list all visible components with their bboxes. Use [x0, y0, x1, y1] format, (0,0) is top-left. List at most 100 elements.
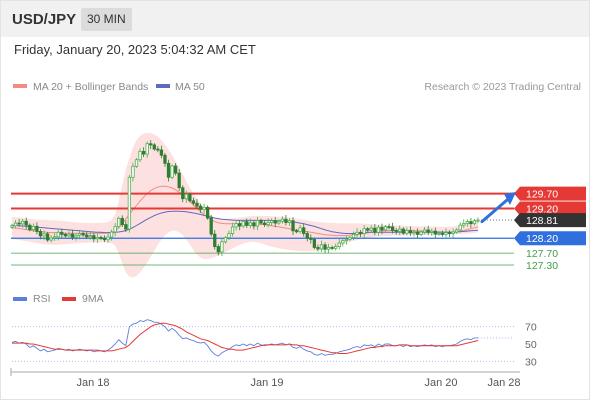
level-label-129-70: 129.70 — [526, 189, 558, 201]
candle-body — [309, 237, 313, 240]
timeframe-button[interactable]: 30 MIN — [81, 8, 132, 31]
candle-body — [238, 223, 242, 227]
candle-body — [319, 244, 324, 250]
candle-body — [145, 143, 149, 155]
candle-body — [13, 222, 18, 227]
candle-body — [173, 165, 178, 174]
ma20-legend-swatch — [13, 84, 27, 88]
candle-body — [149, 143, 153, 146]
candle-body — [181, 187, 185, 200]
forecast-arrow — [480, 192, 516, 224]
candle-body — [312, 239, 317, 248]
candle-body — [344, 239, 349, 242]
candle-body — [216, 246, 220, 253]
candle-body — [28, 224, 32, 231]
candle-body — [234, 223, 238, 228]
candle-body — [291, 220, 295, 232]
candle-body — [163, 154, 167, 164]
rsi-ma-line — [12, 322, 479, 354]
candle-body — [280, 218, 284, 222]
time-axis: Jan 18 Jan 19 Jan 20 Jan 28 — [10, 368, 521, 389]
candle-body — [166, 162, 171, 178]
rsi-legend: RSI 9MA — [13, 293, 104, 305]
level-label-127-70: 127.70 — [526, 248, 558, 260]
candle-body — [195, 202, 199, 207]
candle-body — [102, 237, 107, 241]
candle-body — [99, 236, 103, 239]
candle-body — [287, 220, 292, 223]
ma50-legend-label: MA 50 — [175, 81, 205, 93]
candle-body — [334, 246, 338, 249]
candle-body — [70, 233, 75, 238]
candle-body — [262, 222, 267, 225]
candle-body — [113, 226, 117, 233]
candle-body — [401, 228, 405, 234]
candle-body — [85, 234, 89, 238]
candle-body — [273, 220, 277, 224]
candle-body — [49, 237, 53, 241]
candle-body — [472, 220, 477, 225]
candle-body — [394, 230, 398, 232]
candle-body — [127, 176, 132, 230]
candle-body — [17, 222, 21, 225]
candle-body — [433, 230, 437, 235]
candle-body — [412, 231, 416, 234]
candle-body — [294, 230, 299, 233]
candle-body — [134, 159, 139, 167]
level-label-129-20: 129.20 — [526, 204, 558, 216]
candle-body — [383, 226, 388, 231]
level-label-128-20: 128.20 — [526, 233, 558, 245]
rsi-tick-label: 70 — [525, 322, 537, 334]
candle-body — [469, 221, 473, 225]
forecast-arrow-head — [504, 192, 516, 206]
candle-body — [408, 230, 413, 234]
candle-body — [337, 242, 341, 247]
ma50-legend-swatch — [156, 84, 170, 88]
candle-body — [355, 231, 359, 235]
candle-body — [230, 226, 235, 234]
level-tag-128-20 — [514, 231, 586, 246]
candle-body — [88, 235, 92, 238]
candle-body — [376, 226, 381, 233]
forecast-arrow-shaft — [480, 198, 509, 224]
candle-body — [209, 217, 213, 235]
candle-body — [206, 206, 210, 219]
candle-body — [465, 221, 469, 224]
candle-body — [220, 241, 224, 253]
x-tick-label: Jan 28 — [487, 377, 520, 389]
candle-body — [248, 222, 252, 226]
candle-body — [387, 226, 391, 229]
candle-body — [252, 222, 256, 227]
candle-body — [223, 237, 228, 243]
ma20-legend-label: MA 20 + Bollinger Bands — [33, 81, 148, 93]
candle-body — [31, 225, 35, 231]
level-tag-129-70 — [514, 186, 586, 201]
candle-body — [213, 233, 217, 247]
candle-body — [10, 225, 14, 228]
candle-body — [451, 231, 455, 234]
candle-body — [245, 221, 249, 226]
candle-body — [42, 233, 46, 237]
candle-body — [241, 221, 245, 227]
main-legend: MA 20 + Bollinger Bands MA 50 Research ©… — [13, 81, 581, 93]
candle-body — [21, 220, 25, 225]
candle-body — [259, 220, 263, 224]
bollinger-band-area — [12, 132, 478, 278]
copyright-label: Research © 2023 Trading Central — [424, 81, 581, 93]
x-tick-label: Jan 18 — [76, 377, 109, 389]
candle-body — [131, 165, 135, 178]
candle-body — [398, 228, 402, 232]
x-tick-label: Jan 19 — [250, 377, 283, 389]
bollinger-bands — [12, 132, 478, 278]
candle-body — [277, 220, 281, 224]
candle-body — [323, 244, 327, 250]
candle-body — [188, 193, 192, 202]
candle-body — [191, 200, 196, 204]
candle-body — [305, 233, 309, 239]
candle-body — [159, 149, 164, 156]
candle-body — [106, 236, 110, 241]
candle-body — [415, 231, 420, 235]
candle-body — [170, 165, 174, 178]
